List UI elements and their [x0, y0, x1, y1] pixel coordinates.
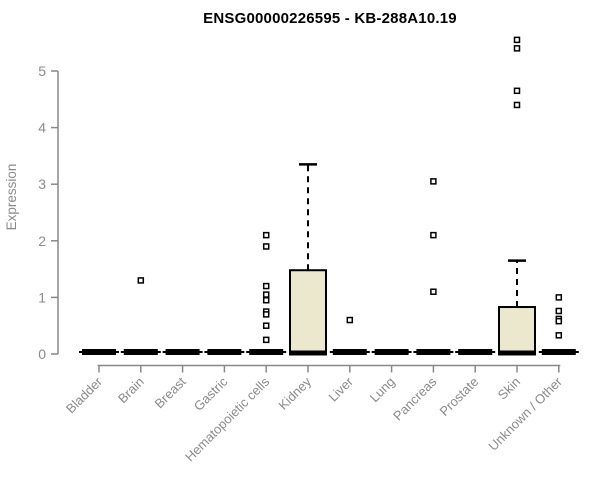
x-tick-label-brain: Brain [115, 374, 147, 406]
x-tick-label-breast: Breast [152, 374, 189, 411]
x-tick-label-pancreas: Pancreas [390, 374, 440, 424]
outlier-point [430, 288, 437, 295]
outlier-point [555, 307, 563, 315]
y-tick-label: 4 [38, 120, 46, 136]
outlier-point [262, 322, 270, 329]
x-tick-label-bladder: Bladder [63, 374, 106, 417]
x-tick-label-lung: Lung [367, 374, 398, 405]
outlier-point [262, 231, 270, 239]
boxplot-unknown-other [538, 294, 579, 355]
x-tick-label-skin: Skin [495, 374, 523, 402]
outlier-point [555, 317, 563, 325]
boxplot-hematopoietic-cells [246, 231, 287, 355]
x-tick-label-unknown-other: Unknown / Other [485, 374, 565, 454]
outlier-point [430, 231, 437, 239]
x-tick-label-kidney: Kidney [275, 374, 314, 413]
boxplot-pancreas [413, 178, 454, 355]
x-tick-label-gastric: Gastric [191, 374, 231, 414]
outlier-point [262, 291, 270, 298]
x-tick-label-liver: Liver [325, 374, 356, 405]
box-rect [289, 269, 327, 355]
y-tick-label: 3 [38, 176, 46, 192]
outlier-point [513, 101, 521, 109]
boxplot-skin [498, 36, 536, 356]
outlier-point [346, 316, 354, 324]
boxplot-liver [329, 316, 370, 355]
y-tick-label: 2 [38, 233, 46, 249]
outlier-point [555, 332, 563, 339]
outlier-point [262, 282, 270, 290]
outlier-point [430, 178, 437, 185]
outlier-point [262, 311, 270, 318]
outlier-point [555, 294, 563, 301]
outlier-point [513, 36, 521, 44]
outlier-point [262, 336, 270, 344]
outlier-point [513, 87, 521, 95]
x-tick-label-prostate: Prostate [436, 374, 481, 419]
outlier-point [513, 45, 521, 52]
y-tick-label: 5 [38, 63, 46, 79]
box-rect [498, 306, 536, 356]
y-tick-label: 1 [38, 289, 46, 305]
outlier-point [262, 296, 270, 304]
y-tick-label: 0 [38, 346, 46, 362]
chart-title: ENSG00000226595 - KB-288A10.19 [203, 10, 457, 27]
outlier-point [137, 277, 145, 284]
y-axis-label: Expression [4, 164, 19, 231]
boxplot-brain [120, 277, 161, 355]
boxplot-kidney [289, 163, 327, 356]
outlier-point [262, 243, 270, 250]
